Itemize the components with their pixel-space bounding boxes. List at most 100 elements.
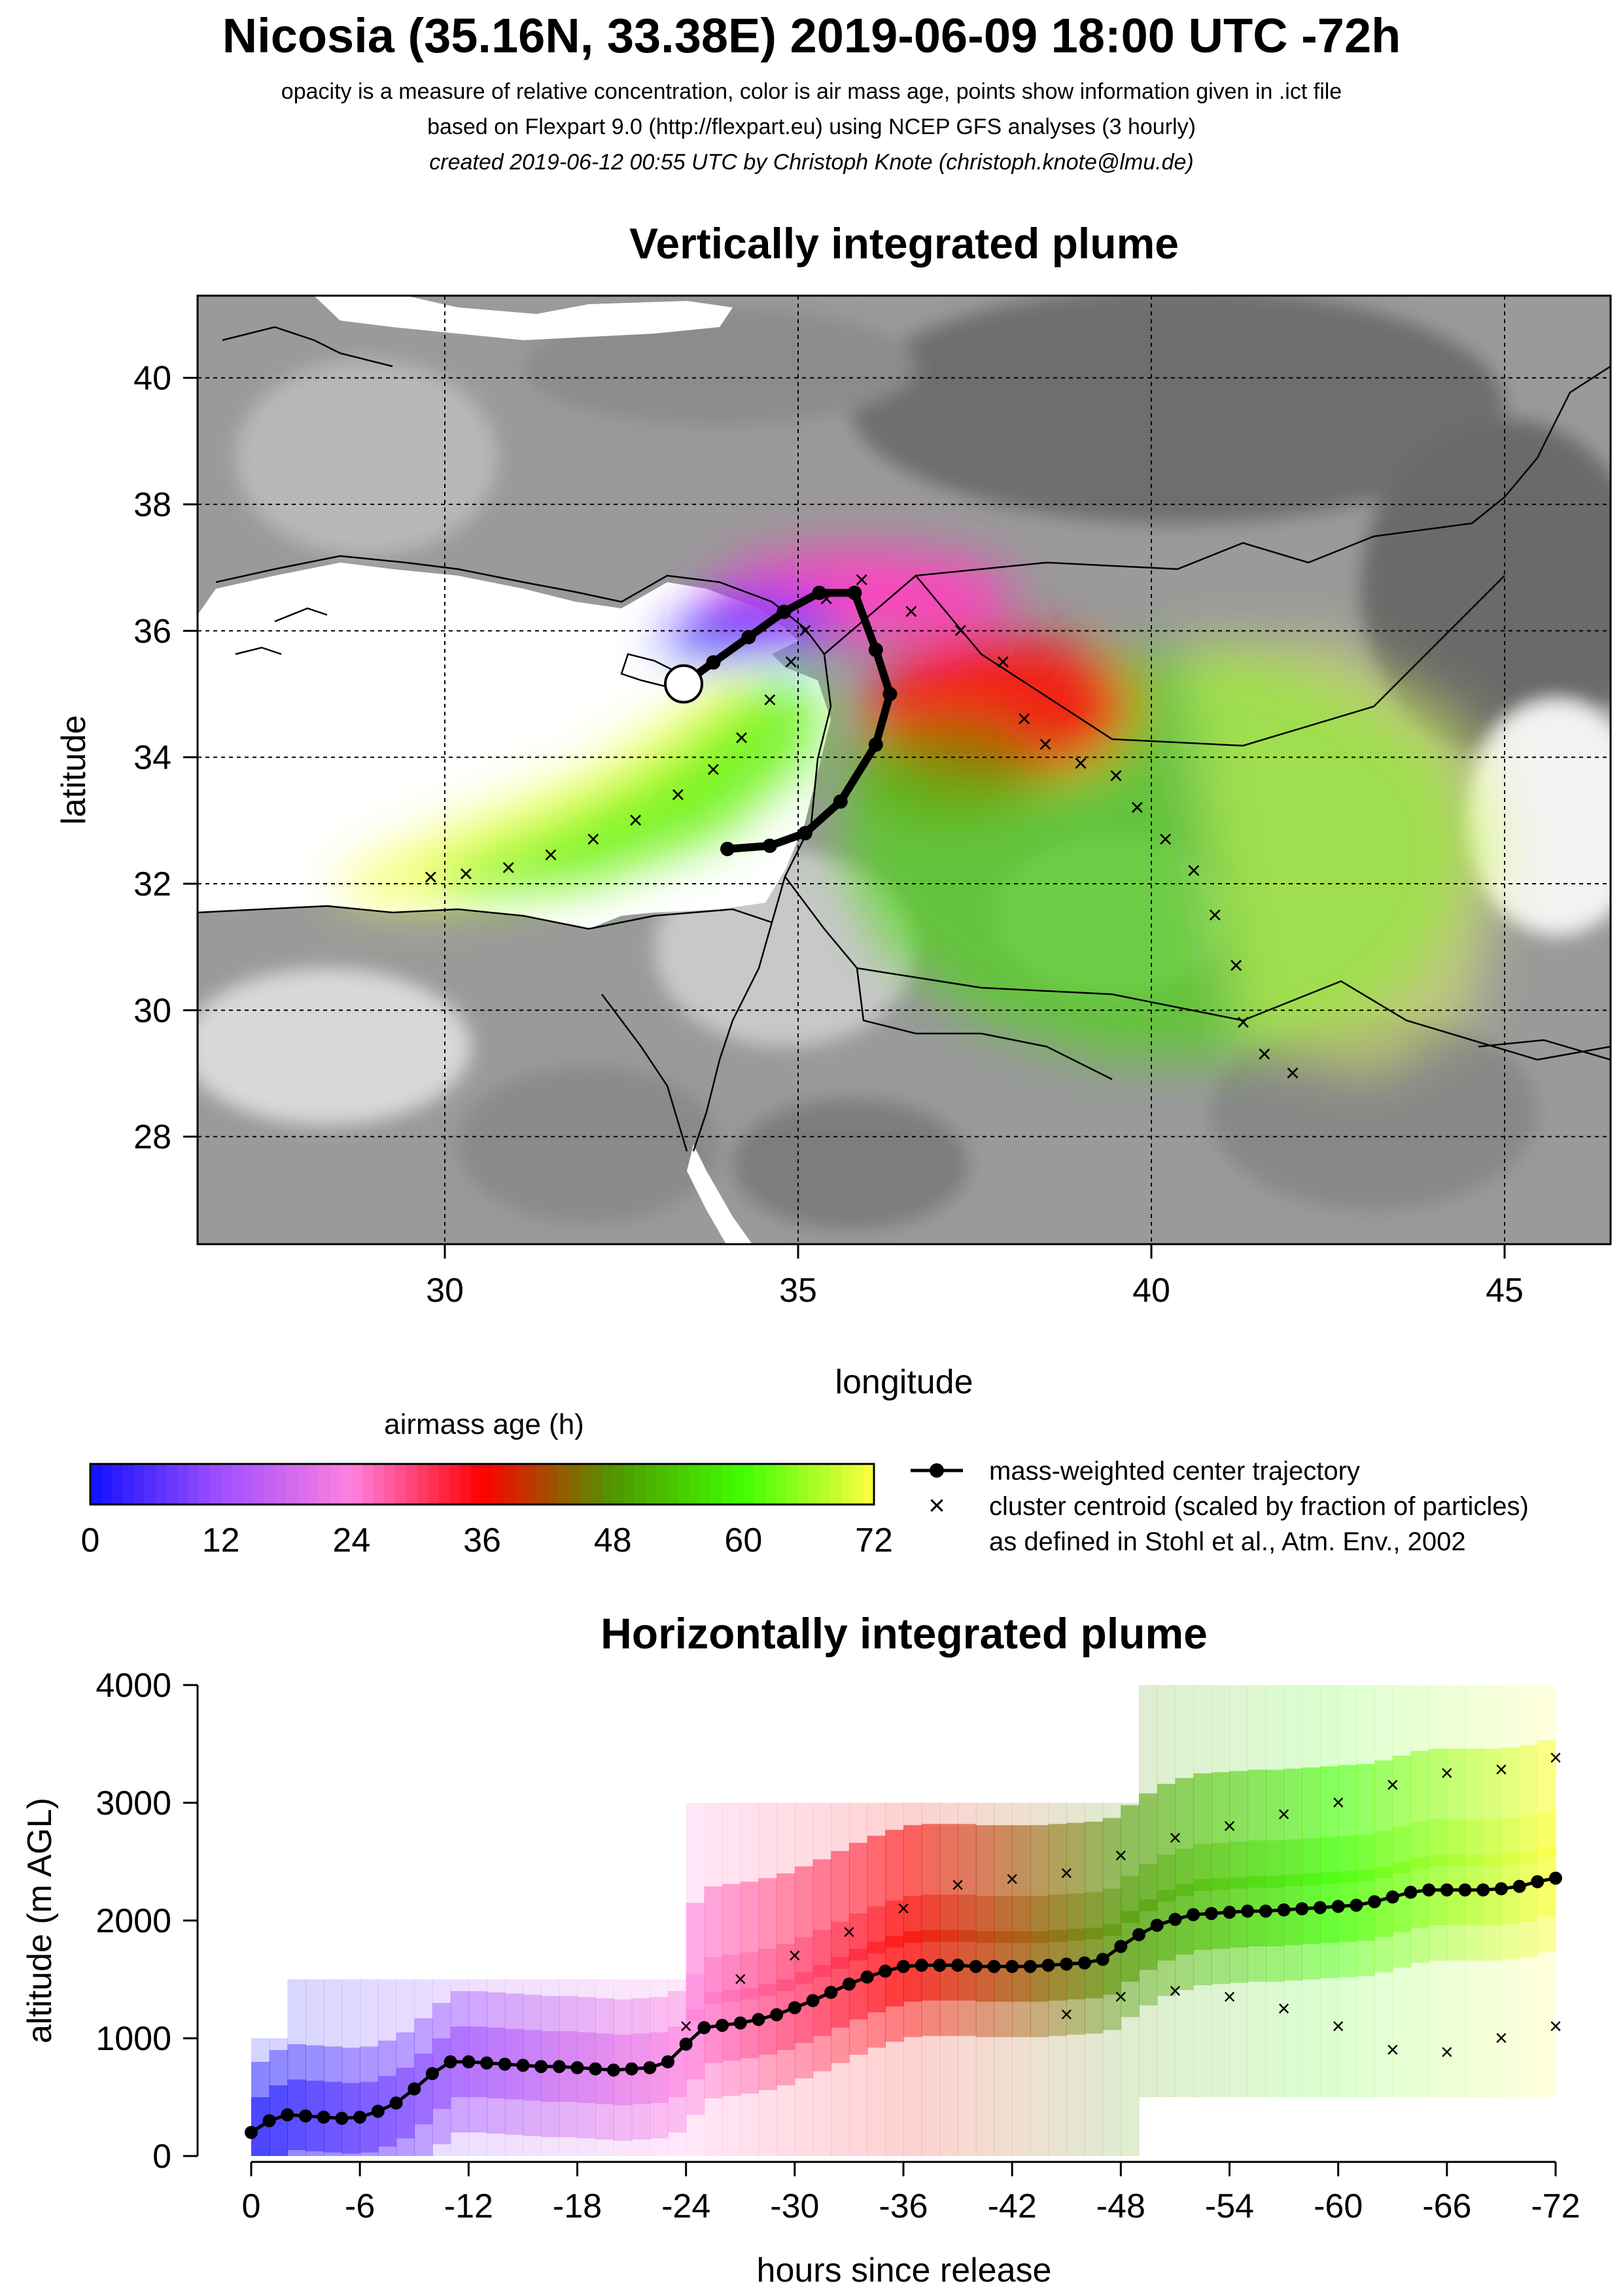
altitude-trajectory-point [806,1994,820,2008]
altitude-trajectory-point [716,2019,729,2032]
colorbar-cell [482,1464,494,1505]
map-cluster-marker: × [1285,1060,1300,1087]
altitude-trajectory-point [1350,1898,1363,1912]
colorbar-cell [754,1464,766,1505]
altitude-cluster-marker: × [897,1896,910,1921]
colorbar-cell [242,1464,254,1505]
altitude-trajectory-point [1531,1875,1544,1888]
altitude-trajectory-point [552,2060,566,2074]
colorbar-cell [307,1464,320,1505]
colorbar [90,1464,875,1505]
altitude-plume-cell [704,1886,723,2004]
map-y-tick-label: 34 [133,739,171,777]
map-cluster-marker: × [1017,706,1031,733]
map-cluster-marker: × [904,598,918,625]
altitude-trajectory-point [1476,1883,1490,1897]
altitude-plume-cell [903,1825,922,1943]
colorbar-cell [406,1464,417,1505]
altitude-trajectory-point [262,2114,276,2127]
altitude-x-tick-label: -48 [1096,2187,1145,2225]
altitude-x-tick-label: -24 [661,2187,710,2225]
colorbar-cell [797,1464,809,1505]
map-trajectory-point [868,642,883,657]
altitude-plot-area: × × × × × × × × × × × × × × × × × × × × × × × × × × × [245,1685,1562,2156]
altitude-plume-cell [1066,1822,1085,1941]
altitude-trajectory-point [1313,1901,1327,1915]
altitude-plume-cell [831,1851,850,1969]
altitude-trajectory-point [788,2001,801,2015]
altitude-x-tick-label: -54 [1205,2187,1254,2225]
altitude-trajectory-point [1241,1904,1255,1918]
altitude-trajectory-point [516,2059,530,2072]
altitude-y-tick-label: 2000 [96,1902,171,1940]
colorbar-tick-labels: 0 12 24 36 48 60 72 [81,1522,893,1559]
colorbar-cell [569,1464,581,1505]
altitude-plume-cell [1501,1747,1520,1866]
map-trajectory-point [868,737,883,752]
map-grid [198,296,1611,1244]
colorbar-cell [438,1464,450,1505]
altitude-plume-cell [1302,1767,1321,1885]
map-y-tick-label: 38 [133,486,171,524]
colorbar-cell [330,1464,341,1505]
map-cluster-marker: × [1073,750,1088,777]
altitude-trajectory-point [933,1958,947,1972]
colorbar-cell [743,1464,755,1505]
colorbar-cell [645,1464,657,1505]
map-cluster-marker: × [544,842,558,869]
altitude-plume-cell [1319,1766,1339,1885]
altitude-plume-cell [921,1824,941,1942]
colorbar-cell [841,1464,853,1505]
colorbar-cell [591,1464,602,1505]
legend-line-label: mass-weighted center trajectory [989,1457,1360,1486]
altitude-plume-cell [794,1866,814,1985]
altitude-trajectory-point [860,1970,874,1984]
map-trajectory-point [762,839,777,853]
map-cluster-marker: × [501,854,515,882]
map-trajectory-point [720,841,735,856]
altitude-trajectory-point [425,2067,439,2080]
map-cluster-marker: × [423,863,438,891]
altitude-x-tick-label: -12 [444,2187,493,2225]
altitude-trajectory-point [317,2110,330,2124]
legend: mass-weighted center trajectory × cluste… [911,1457,1529,1556]
altitude-plume-cell [1084,1821,1104,1939]
colorbar-cell [264,1464,276,1505]
altitude-plume-cell [1429,1748,1448,1867]
plume-blue [667,621,746,661]
map-y-tick-label: 30 [133,992,171,1030]
altitude-cluster-marker: × [1332,1790,1345,1815]
colorbar-cell [199,1464,211,1505]
altitude-plume-cell [939,1824,958,1942]
altitude-trajectory-point [733,2016,747,2030]
altitude-plume-cell [1519,1745,1539,1863]
altitude-plume-cell [1392,1756,1412,1873]
map-y-tick-label: 32 [133,865,171,903]
altitude-trajectory-point [661,2055,674,2068]
altitude-plume-cell [1030,1825,1049,1943]
colorbar-cell [602,1464,614,1505]
altitude-cluster-marker: × [788,1943,801,1968]
altitude-trajectory-point [1005,1960,1019,1974]
altitude-trajectory-point [1277,1903,1291,1917]
map-x-tick-label: 35 [779,1272,817,1310]
altitude-plume-cells [251,1685,1556,2156]
legend-ref-label: as defined in Stohl et al., Atm. Env., 2… [989,1527,1466,1556]
altitude-cluster-marker: × [1549,2014,1562,2039]
altitude-trajectory-point [824,1985,838,1999]
colorbar-cell [188,1464,200,1505]
map-cluster-marker: × [1038,731,1053,758]
map-cluster-marker: × [1257,1041,1272,1068]
altitude-y-tick-label: 0 [152,2138,171,2176]
altitude-plume-cell [1012,1825,1031,1943]
map-x-tick-label: 45 [1486,1272,1524,1310]
altitude-plume-cell [1374,1760,1393,1879]
legend-cross-label: cluster centroid (scaled by fraction of … [989,1492,1529,1521]
altitude-trajectory-point [1259,1904,1272,1918]
altitude-trajectory-point [444,2055,457,2068]
colorbar-cell [634,1464,646,1505]
colorbar-cell [177,1464,189,1505]
colorbar-title: airmass age (h) [384,1408,584,1440]
altitude-trajectory-point [389,2096,403,2110]
plume-yellow [340,667,785,903]
